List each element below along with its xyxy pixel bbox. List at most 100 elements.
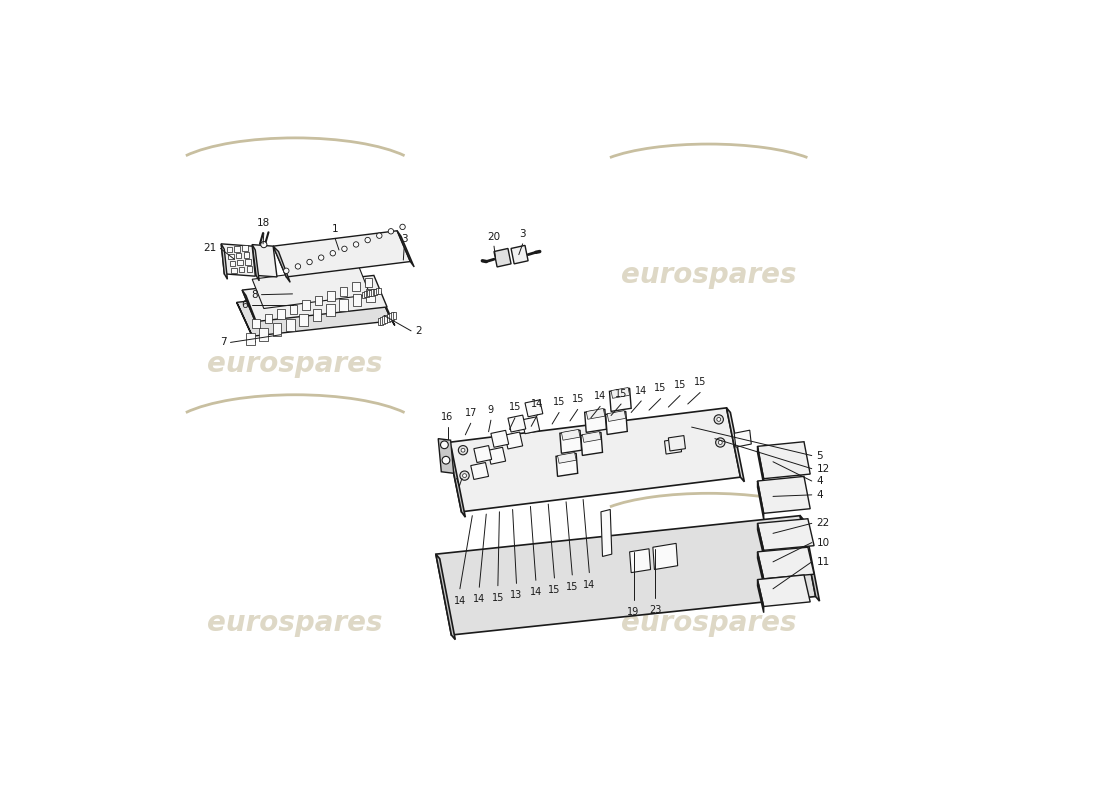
Polygon shape <box>758 518 814 550</box>
Polygon shape <box>610 387 629 398</box>
Polygon shape <box>653 543 678 570</box>
Polygon shape <box>758 575 811 606</box>
Bar <box>384 315 387 323</box>
Bar <box>340 299 348 311</box>
Text: 17: 17 <box>464 408 477 418</box>
Polygon shape <box>735 430 751 447</box>
Bar <box>390 313 394 320</box>
Text: 14: 14 <box>454 596 466 606</box>
Polygon shape <box>758 552 763 585</box>
Bar <box>386 314 389 322</box>
Text: eurospares: eurospares <box>620 261 796 289</box>
Polygon shape <box>242 290 258 327</box>
Bar <box>244 252 249 258</box>
Polygon shape <box>436 554 455 640</box>
Bar <box>245 259 251 265</box>
Bar <box>231 268 236 273</box>
Text: 8: 8 <box>251 290 257 300</box>
Text: 1: 1 <box>332 224 339 234</box>
Polygon shape <box>252 266 370 309</box>
Polygon shape <box>376 287 395 326</box>
Text: V: V <box>455 478 462 488</box>
Polygon shape <box>586 409 605 419</box>
Text: 9: 9 <box>487 405 494 414</box>
Text: 15: 15 <box>566 582 579 592</box>
Bar <box>373 289 376 295</box>
Text: 15: 15 <box>572 394 584 404</box>
Polygon shape <box>629 549 650 573</box>
Bar <box>374 289 377 294</box>
Polygon shape <box>438 438 453 474</box>
Circle shape <box>461 448 465 452</box>
Text: 22: 22 <box>816 518 829 528</box>
Polygon shape <box>252 245 260 281</box>
Polygon shape <box>505 432 522 449</box>
Circle shape <box>319 255 323 260</box>
Text: 14: 14 <box>473 594 485 604</box>
Bar <box>234 246 240 251</box>
Circle shape <box>399 224 405 230</box>
Text: 12: 12 <box>816 464 829 474</box>
Bar <box>327 291 334 301</box>
Polygon shape <box>560 430 582 454</box>
Text: 15: 15 <box>492 593 504 602</box>
Polygon shape <box>758 476 811 514</box>
Bar <box>252 318 260 328</box>
Text: 14: 14 <box>530 587 542 598</box>
Polygon shape <box>606 411 627 434</box>
Text: 15: 15 <box>548 585 561 595</box>
Polygon shape <box>512 246 528 264</box>
Polygon shape <box>471 462 488 479</box>
Bar <box>367 290 371 297</box>
Polygon shape <box>273 246 290 282</box>
Text: 14: 14 <box>531 399 543 410</box>
Bar <box>370 290 372 296</box>
Polygon shape <box>397 230 415 267</box>
Circle shape <box>716 438 725 447</box>
Bar <box>230 261 235 266</box>
Polygon shape <box>448 442 465 517</box>
Circle shape <box>460 471 470 480</box>
Polygon shape <box>758 579 763 613</box>
Text: 4: 4 <box>816 490 823 500</box>
Polygon shape <box>221 244 255 276</box>
Polygon shape <box>609 388 631 411</box>
Text: 15: 15 <box>615 389 627 398</box>
Text: 15: 15 <box>654 383 667 394</box>
Polygon shape <box>448 408 740 512</box>
Text: 5: 5 <box>816 450 823 461</box>
Bar <box>265 314 273 323</box>
Bar <box>352 282 360 291</box>
Polygon shape <box>494 249 512 267</box>
Bar <box>394 312 396 319</box>
Polygon shape <box>758 442 811 478</box>
Polygon shape <box>508 415 526 432</box>
Text: 3: 3 <box>400 234 407 244</box>
Text: 6: 6 <box>242 301 249 310</box>
Polygon shape <box>521 417 540 434</box>
Polygon shape <box>758 481 763 519</box>
Bar <box>286 318 295 331</box>
Text: 4: 4 <box>816 476 823 486</box>
Text: 15: 15 <box>694 377 706 387</box>
Polygon shape <box>758 446 763 485</box>
Bar <box>376 288 380 294</box>
Bar <box>228 254 233 259</box>
Bar <box>379 317 383 325</box>
Bar <box>315 296 322 305</box>
Circle shape <box>295 264 300 269</box>
Bar <box>365 290 369 297</box>
Text: eurospares: eurospares <box>620 609 796 637</box>
Text: 23: 23 <box>649 605 661 615</box>
Text: 20: 20 <box>487 231 500 242</box>
Polygon shape <box>582 431 601 442</box>
Polygon shape <box>726 408 745 482</box>
Text: 15: 15 <box>674 380 686 390</box>
Circle shape <box>717 418 720 422</box>
Polygon shape <box>236 287 392 336</box>
Bar <box>364 278 372 287</box>
Bar <box>246 266 252 271</box>
Text: 21: 21 <box>204 243 217 254</box>
Bar <box>238 260 243 266</box>
Text: 14: 14 <box>583 579 595 590</box>
